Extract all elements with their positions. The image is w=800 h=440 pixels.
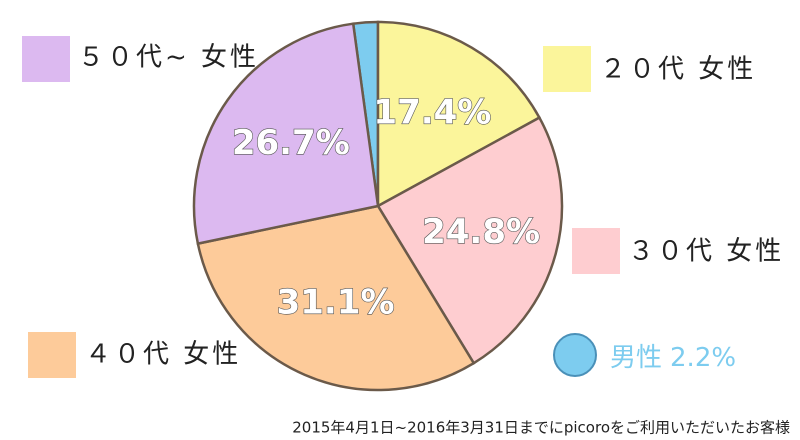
pie-slice: [196, 204, 476, 392]
legend-swatch: [572, 228, 620, 274]
pie-slice: [376, 115, 564, 365]
data-label: 26.7%: [232, 123, 350, 163]
legend-label: ４０代 女性: [85, 340, 241, 370]
legend-swatch: [543, 46, 591, 92]
legend-name: 男性: [610, 343, 662, 373]
pie-slice: [192, 22, 380, 246]
data-label: 31.1%: [277, 282, 395, 322]
footnote: 2015年4月1日~2016年3月31日までにpicoroをご利用いただいたお客…: [292, 419, 790, 437]
legend-swatch: [28, 332, 76, 378]
legend-swatch: [553, 333, 597, 377]
legend-label: ５０代~ 女性: [78, 43, 259, 73]
pie-slice: [376, 20, 542, 209]
legend-value: 2.2%: [670, 343, 736, 373]
legend-swatch: [22, 36, 70, 82]
legend-label: ２０代 女性: [600, 55, 756, 85]
legend-label: ３０代 女性: [628, 237, 784, 267]
data-label: 17.4%: [373, 93, 491, 133]
data-label: 24.8%: [422, 212, 540, 252]
legend-label: 男性 2.2%: [610, 343, 736, 373]
